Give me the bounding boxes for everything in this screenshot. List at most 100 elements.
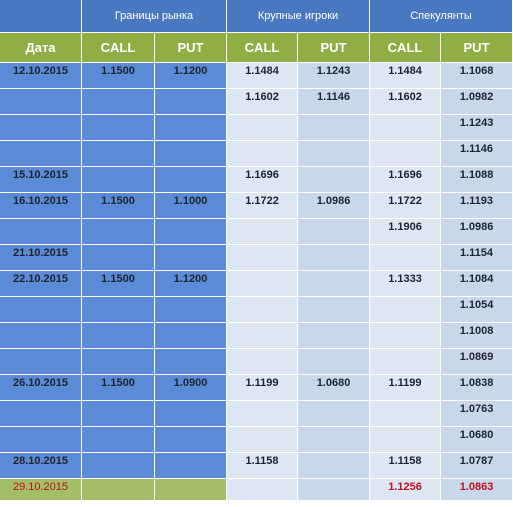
cell-spec-put: 1.0763	[441, 401, 513, 427]
column-header-big-call: CALL	[227, 33, 299, 63]
table-row: 28.10.2015 1.1158 1.1158 1.0787	[0, 453, 513, 479]
table-row: 1.1146	[0, 141, 513, 167]
cell-market-call	[82, 141, 155, 167]
cell-big-call	[227, 427, 299, 453]
cell-date	[0, 219, 82, 245]
column-header-spec-call: CALL	[370, 33, 442, 63]
cell-market-put	[155, 427, 228, 453]
cell-spec-put: 1.1193	[441, 193, 513, 219]
cell-spec-call	[370, 349, 442, 375]
cell-spec-call	[370, 141, 442, 167]
table-row: 22.10.2015 1.1500 1.1200 1.1333 1.1084	[0, 271, 513, 297]
cell-big-put: 1.0680	[298, 375, 371, 401]
cell-big-put	[298, 323, 371, 349]
cell-spec-put: 1.0986	[441, 219, 513, 245]
cell-date: 29.10.2015	[0, 479, 82, 501]
cell-spec-call	[370, 297, 442, 323]
cell-market-call	[82, 323, 155, 349]
table-row: 1.0869	[0, 349, 513, 375]
group-header-speculators: Спекулянты	[370, 0, 513, 33]
cell-big-put	[298, 219, 371, 245]
cell-market-call	[82, 297, 155, 323]
table-row: 1.0763	[0, 401, 513, 427]
cell-big-put	[298, 427, 371, 453]
cell-spec-call: 1.1696	[370, 167, 442, 193]
cell-market-call	[82, 89, 155, 115]
table-row: 1.1602 1.1146 1.1602 1.0982	[0, 89, 513, 115]
table-row: 1.0680	[0, 427, 513, 453]
column-header-spec-put: PUT	[441, 33, 513, 63]
cell-market-call	[82, 349, 155, 375]
table-row: 1.1906 1.0986	[0, 219, 513, 245]
cell-market-put	[155, 167, 228, 193]
cell-big-put: 1.0986	[298, 193, 371, 219]
cell-market-call: 1.1500	[82, 375, 155, 401]
cell-date	[0, 115, 82, 141]
cell-big-call	[227, 297, 299, 323]
cell-spec-put: 1.1008	[441, 323, 513, 349]
column-header-date: Дата	[0, 33, 82, 63]
cell-spec-call	[370, 401, 442, 427]
cell-market-put: 1.0900	[155, 375, 228, 401]
cell-spec-put: 1.0838	[441, 375, 513, 401]
cell-big-call	[227, 219, 299, 245]
cell-spec-put: 1.1146	[441, 141, 513, 167]
cell-market-put	[155, 401, 228, 427]
cell-spec-put: 1.1154	[441, 245, 513, 271]
cell-big-call: 1.1722	[227, 193, 299, 219]
cell-market-put	[155, 453, 228, 479]
table-row: 1.1054	[0, 297, 513, 323]
cell-date	[0, 427, 82, 453]
cell-big-call	[227, 323, 299, 349]
cell-big-put	[298, 401, 371, 427]
cell-market-put	[155, 245, 228, 271]
cell-big-put	[298, 115, 371, 141]
cell-big-call	[227, 245, 299, 271]
cell-big-put	[298, 245, 371, 271]
table-row: 1.1243	[0, 115, 513, 141]
cell-date	[0, 323, 82, 349]
cell-big-call	[227, 271, 299, 297]
cell-big-put	[298, 453, 371, 479]
cell-spec-put: 1.1243	[441, 115, 513, 141]
cell-date: 15.10.2015	[0, 167, 82, 193]
table-row: 21.10.2015 1.1154	[0, 245, 513, 271]
cell-big-put	[298, 479, 371, 501]
cell-big-call	[227, 115, 299, 141]
table-row: 26.10.2015 1.1500 1.0900 1.1199 1.0680 1.1199…	[0, 375, 513, 401]
cell-date: 28.10.2015	[0, 453, 82, 479]
cell-market-call	[82, 453, 155, 479]
cell-spec-call	[370, 323, 442, 349]
group-header-market-bounds: Границы рынка	[82, 0, 228, 33]
cell-spec-put: 1.0863	[441, 479, 513, 501]
group-header-big-players: Крупные игроки	[227, 0, 371, 33]
cell-market-call: 1.1500	[82, 193, 155, 219]
cell-spec-call: 1.1906	[370, 219, 442, 245]
cell-market-put	[155, 297, 228, 323]
cell-big-call: 1.1158	[227, 453, 299, 479]
table-row: 1.1008	[0, 323, 513, 349]
cell-spec-put: 1.1084	[441, 271, 513, 297]
cell-spec-call: 1.1199	[370, 375, 442, 401]
cell-spec-put: 1.0680	[441, 427, 513, 453]
table-row: 16.10.2015 1.1500 1.1000 1.1722 1.0986 1.1722…	[0, 193, 513, 219]
cell-big-call	[227, 349, 299, 375]
cell-spec-call: 1.1256	[370, 479, 442, 501]
cell-market-put: 1.1200	[155, 271, 228, 297]
cell-big-call	[227, 401, 299, 427]
cell-big-put: 1.1243	[298, 63, 371, 89]
cell-big-put: 1.1146	[298, 89, 371, 115]
cell-date: 21.10.2015	[0, 245, 82, 271]
table-row: 12.10.2015 1.1500 1.1200 1.1484 1.1243 1.1484…	[0, 63, 513, 89]
cell-spec-put: 1.1088	[441, 167, 513, 193]
column-header-market-call: CALL	[82, 33, 155, 63]
cell-spec-call: 1.1602	[370, 89, 442, 115]
group-header-row: Границы рынка Крупные игроки Спекулянты	[0, 0, 513, 33]
cell-big-put	[298, 349, 371, 375]
cell-market-put: 1.1000	[155, 193, 228, 219]
cell-market-put: 1.1200	[155, 63, 228, 89]
cell-market-call	[82, 479, 155, 501]
cell-market-call	[82, 427, 155, 453]
cell-date	[0, 141, 82, 167]
cell-market-call	[82, 245, 155, 271]
